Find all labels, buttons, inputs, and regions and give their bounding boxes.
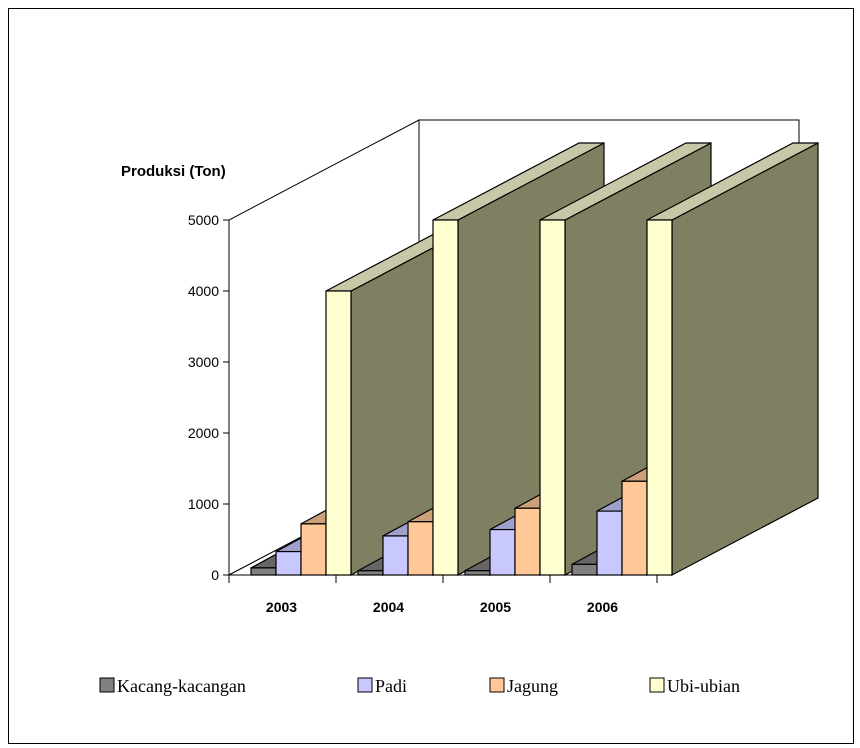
bar-front [275,550,302,576]
bar-front [646,219,673,576]
y-tick-label: 4000 [188,283,219,299]
legend-swatch [489,677,505,693]
y-axis-title: Produksi (Ton) [121,163,226,180]
legend-item-ubi-ubian: Ubi-ubian [649,676,740,696]
bar-front [325,290,352,576]
chart-legend: Kacang-kacangan Padi Jagung Ubi-ubian [99,676,740,696]
bar-front [464,570,491,576]
x-tick-label: 2003 [266,599,297,615]
y-tick-label: 2000 [188,425,219,441]
legend-swatch [649,677,665,693]
legend-item-kacang-kacangan: Kacang-kacangan [99,676,246,696]
y-tick-label: 5000 [188,212,219,228]
y-tick-label: 1000 [188,496,219,512]
bar-front [596,510,623,576]
y-tick-label: 0 [211,567,219,583]
x-tick-label: 2004 [373,599,404,615]
legend-item-jagung: Jagung [489,676,558,696]
bar-ubi-ubian-2006 [646,142,819,576]
y-tick-label: 3000 [188,354,219,370]
legend-swatch [99,677,115,693]
chart-bars [250,142,819,577]
legend-label: Kacang-kacangan [117,676,246,696]
bar-front [539,219,566,576]
legend-label: Ubi-ubian [667,676,740,696]
legend-label: Jagung [507,676,558,696]
bar-front [514,507,541,576]
bar-front [432,219,459,576]
legend-item-padi: Padi [357,676,407,696]
bar-front [407,521,434,576]
bar-front [571,563,598,576]
bar-front [489,528,516,576]
x-tick-label: 2006 [587,599,618,615]
bar-front [250,567,277,576]
x-tick-label: 2005 [480,599,511,615]
bar-front [621,480,648,576]
legend-label: Padi [375,676,407,696]
bar-front [382,535,409,576]
bar-front [300,523,327,576]
legend-swatch [357,677,373,693]
bar-front [357,570,384,576]
